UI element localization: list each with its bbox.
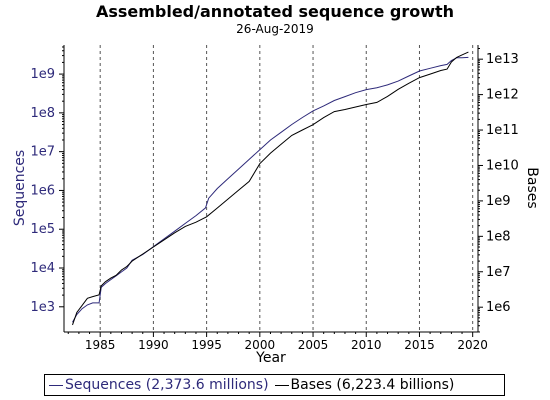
legend-label-sequences: Sequences (2,373.6 millions): [65, 377, 269, 393]
series-line-bases: [72, 51, 469, 326]
y-axis-left-label: Sequences: [12, 150, 28, 226]
legend-swatch-bases: [274, 384, 289, 386]
y-right-tick-label-1e13: 1e13: [486, 52, 519, 67]
axes: 1985 1990 1995 2000 2005 2010 2015 2020 1e3 1e4 1e…: [30, 45, 519, 352]
series-line-sequences: [72, 56, 469, 323]
x-tick-label-2000: 2000: [245, 338, 276, 352]
y-left-tick-label-1e3: 1e3: [30, 300, 55, 315]
y-right-tick-label-1e11: 1e11: [486, 123, 519, 138]
series-lines: [72, 51, 469, 326]
y-left-tick-label-1e6: 1e6: [30, 183, 55, 198]
y-right-tick-label-1e9: 1e9: [486, 194, 511, 209]
x-tick-label-1995: 1995: [191, 338, 222, 352]
x-tick-label-2015: 2015: [404, 338, 435, 352]
y-right-tick-label-1e7: 1e7: [486, 265, 511, 280]
gridlines: [99, 45, 474, 332]
legend-item-sequences: Sequences (2,373.6 millions): [49, 377, 269, 393]
y-left-tick-label-1e9: 1e9: [30, 67, 55, 82]
y-right-tick-label-1e12: 1e12: [486, 88, 519, 103]
y-right-tick-label-1e10: 1e10: [486, 158, 519, 173]
chart-title: Assembled/annotated sequence growth: [95, 2, 455, 21]
legend-item-bases: Bases (6,223.4 billions): [274, 377, 455, 393]
chart-plot: 1985 1990 1995 2000 2005 2010 2015 2020 1e3 1e4 1e…: [12, 45, 540, 366]
x-tick-label-1985: 1985: [85, 338, 116, 352]
y-axis-right-label: Bases: [524, 167, 540, 208]
y-left-tick-label-1e7: 1e7: [30, 145, 55, 160]
x-axis-label: Year: [255, 350, 286, 366]
x-tick-label-2020: 2020: [457, 338, 488, 352]
x-tick-label-2005: 2005: [298, 338, 329, 352]
legend-swatch-sequences: [49, 384, 63, 386]
x-tick-label-2010: 2010: [351, 338, 382, 352]
x-tick-label-1990: 1990: [138, 338, 169, 352]
y-right-tick-label-1e6: 1e6: [486, 300, 511, 315]
chart-legend: Sequences (2,373.6 millions) Bases (6,22…: [44, 374, 505, 396]
y-left-tick-label-1e5: 1e5: [30, 222, 55, 237]
y-right-tick-label-1e8: 1e8: [486, 229, 511, 244]
legend-label-bases: Bases (6,223.4 billions): [290, 377, 455, 393]
y-left-tick-label-1e4: 1e4: [30, 261, 55, 276]
chart-subtitle: 26-Aug-2019: [236, 22, 314, 36]
y-left-tick-label-1e8: 1e8: [30, 106, 55, 121]
